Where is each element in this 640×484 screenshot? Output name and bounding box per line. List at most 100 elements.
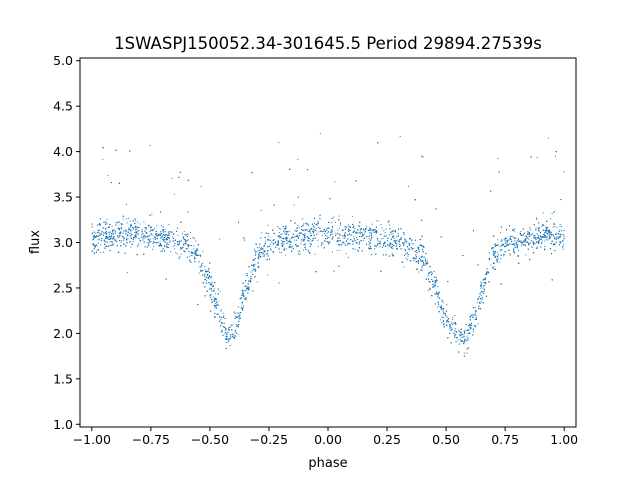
data-point xyxy=(492,251,494,253)
data-point xyxy=(230,345,232,347)
data-point xyxy=(322,234,324,236)
data-point xyxy=(349,226,351,228)
data-point xyxy=(329,242,331,244)
data-point xyxy=(216,305,218,307)
data-point xyxy=(167,231,169,233)
data-point xyxy=(223,322,225,324)
data-point xyxy=(342,229,344,231)
data-point xyxy=(189,231,191,233)
data-point xyxy=(106,237,108,239)
data-point xyxy=(376,231,378,233)
data-point xyxy=(337,229,339,231)
data-point xyxy=(253,249,255,251)
data-point xyxy=(406,252,408,254)
data-point xyxy=(338,265,340,267)
data-point xyxy=(403,242,405,244)
data-point xyxy=(443,312,445,314)
data-point xyxy=(297,238,299,240)
data-point xyxy=(391,230,393,232)
data-point xyxy=(455,333,457,335)
data-point xyxy=(279,251,281,253)
data-point xyxy=(109,241,111,243)
data-point xyxy=(112,242,114,244)
data-point xyxy=(106,218,108,220)
data-point xyxy=(194,238,196,240)
data-point xyxy=(267,224,269,226)
data-point xyxy=(210,290,212,292)
data-point xyxy=(163,237,165,239)
data-point xyxy=(450,342,452,344)
data-point xyxy=(343,242,345,244)
data-point xyxy=(407,255,409,257)
data-point xyxy=(114,229,116,231)
data-point xyxy=(506,241,508,243)
data-point xyxy=(109,238,111,240)
data-point xyxy=(539,238,541,240)
data-point xyxy=(115,222,117,224)
data-point xyxy=(258,258,260,260)
data-point xyxy=(254,270,256,272)
data-point xyxy=(317,239,319,241)
data-point xyxy=(244,297,246,299)
data-point xyxy=(97,242,99,244)
data-point xyxy=(177,241,179,243)
data-point xyxy=(421,245,423,247)
data-point xyxy=(393,244,395,246)
data-point xyxy=(208,282,210,284)
data-point xyxy=(111,240,113,242)
data-point xyxy=(559,233,561,235)
data-point xyxy=(156,238,158,240)
data-point xyxy=(317,226,319,228)
data-point xyxy=(536,157,538,159)
data-point xyxy=(509,225,511,227)
data-point xyxy=(360,228,362,230)
data-point xyxy=(541,240,543,242)
data-point xyxy=(278,248,280,250)
data-point xyxy=(230,324,232,326)
data-point xyxy=(96,249,98,251)
data-point xyxy=(411,249,413,251)
data-point xyxy=(558,235,560,237)
data-point xyxy=(333,216,335,218)
data-point xyxy=(359,236,361,238)
data-point xyxy=(549,236,551,238)
data-point xyxy=(436,279,438,281)
data-point xyxy=(297,158,299,160)
data-point xyxy=(285,229,287,231)
data-point xyxy=(460,332,462,334)
data-point xyxy=(431,295,433,297)
data-point xyxy=(270,247,272,249)
data-point xyxy=(237,333,239,335)
data-point xyxy=(359,232,361,234)
data-point xyxy=(134,237,136,239)
data-point xyxy=(546,227,548,229)
data-point xyxy=(347,256,349,258)
data-point xyxy=(268,239,270,241)
data-point xyxy=(264,243,266,245)
data-point xyxy=(280,252,282,254)
data-point xyxy=(104,232,106,234)
data-point xyxy=(437,302,439,304)
data-point xyxy=(548,238,550,240)
data-point xyxy=(479,303,481,305)
data-point xyxy=(200,255,202,257)
data-point xyxy=(419,257,421,259)
data-point xyxy=(286,232,288,234)
data-point xyxy=(175,252,177,254)
data-point xyxy=(500,258,502,260)
data-point xyxy=(159,241,161,243)
data-point xyxy=(532,233,534,235)
data-point xyxy=(166,235,168,237)
data-point xyxy=(234,331,236,333)
data-point xyxy=(259,249,261,251)
data-point xyxy=(470,327,472,329)
data-point xyxy=(419,244,421,246)
data-point xyxy=(153,246,155,248)
data-point xyxy=(516,246,518,248)
data-point xyxy=(193,245,195,247)
data-point xyxy=(438,311,440,313)
data-point xyxy=(219,290,221,292)
data-point xyxy=(285,233,287,235)
data-point xyxy=(313,226,315,228)
data-point xyxy=(507,239,509,241)
